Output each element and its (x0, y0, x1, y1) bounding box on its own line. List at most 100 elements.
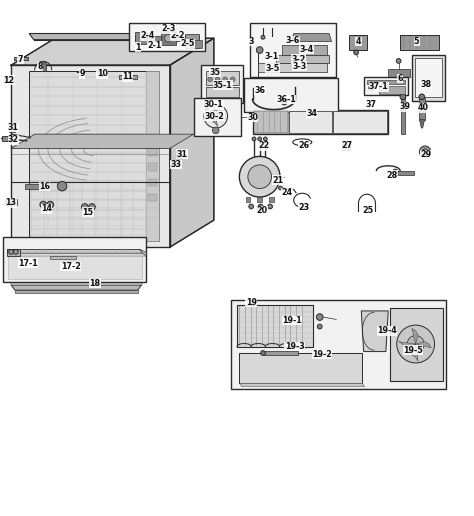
Text: 35-1: 35-1 (213, 80, 233, 89)
FancyBboxPatch shape (8, 256, 142, 279)
Circle shape (264, 137, 267, 141)
Polygon shape (11, 283, 142, 285)
Text: 16: 16 (39, 182, 50, 191)
Text: 17-2: 17-2 (61, 262, 81, 271)
Text: 7: 7 (18, 55, 23, 64)
Polygon shape (412, 328, 418, 344)
Polygon shape (269, 197, 274, 202)
FancyBboxPatch shape (129, 23, 205, 52)
Text: 2-1: 2-1 (147, 41, 162, 50)
Text: 10: 10 (97, 69, 108, 78)
Circle shape (258, 137, 262, 141)
Text: 6: 6 (397, 74, 403, 83)
Circle shape (268, 204, 273, 209)
Polygon shape (419, 98, 425, 120)
Polygon shape (379, 87, 405, 93)
Text: 26: 26 (299, 141, 310, 151)
Text: 29: 29 (420, 151, 432, 159)
FancyBboxPatch shape (237, 305, 313, 347)
Polygon shape (191, 40, 201, 48)
Polygon shape (213, 107, 218, 116)
FancyBboxPatch shape (206, 71, 239, 86)
Text: 36: 36 (254, 86, 265, 95)
Text: 30-1: 30-1 (203, 101, 223, 109)
Circle shape (164, 35, 172, 42)
Circle shape (40, 201, 46, 208)
Text: 14: 14 (41, 204, 52, 213)
Text: 40: 40 (417, 103, 428, 112)
Text: 31: 31 (176, 150, 187, 158)
Circle shape (252, 137, 256, 141)
Text: 19-1: 19-1 (283, 316, 302, 325)
Text: 15: 15 (82, 207, 94, 217)
Circle shape (419, 94, 425, 100)
Polygon shape (15, 290, 138, 293)
FancyBboxPatch shape (201, 65, 243, 103)
Polygon shape (11, 134, 193, 149)
Polygon shape (29, 71, 159, 241)
Circle shape (422, 149, 428, 154)
Polygon shape (292, 34, 331, 42)
Text: 19: 19 (246, 298, 257, 307)
Polygon shape (416, 342, 431, 348)
Circle shape (258, 204, 263, 209)
Circle shape (212, 112, 219, 120)
Circle shape (407, 335, 424, 352)
Polygon shape (276, 55, 329, 63)
Text: 2-5: 2-5 (180, 39, 194, 49)
Polygon shape (258, 63, 327, 72)
Text: 25: 25 (363, 206, 374, 215)
Circle shape (248, 165, 272, 188)
Circle shape (230, 77, 235, 82)
Text: 5: 5 (414, 37, 419, 46)
Polygon shape (8, 253, 146, 256)
Polygon shape (11, 285, 142, 290)
Text: 18: 18 (90, 279, 101, 288)
Circle shape (397, 325, 435, 363)
Polygon shape (246, 197, 250, 202)
Polygon shape (8, 250, 143, 253)
Polygon shape (9, 125, 15, 132)
FancyBboxPatch shape (148, 194, 157, 201)
Circle shape (369, 85, 374, 91)
Text: 2-3: 2-3 (161, 24, 176, 34)
Text: 28: 28 (386, 171, 398, 180)
Text: 24: 24 (281, 188, 292, 197)
Circle shape (208, 77, 212, 82)
Circle shape (212, 127, 219, 134)
Polygon shape (263, 351, 299, 355)
Circle shape (282, 99, 287, 105)
Polygon shape (361, 311, 388, 351)
Text: 3-6: 3-6 (286, 36, 300, 45)
Circle shape (392, 169, 398, 175)
FancyBboxPatch shape (254, 111, 288, 133)
Text: 33: 33 (171, 160, 182, 169)
Text: 30: 30 (247, 113, 258, 122)
Text: 3-5: 3-5 (266, 63, 280, 73)
Circle shape (13, 250, 18, 254)
FancyBboxPatch shape (148, 149, 157, 156)
Polygon shape (367, 80, 405, 84)
Text: 19-2: 19-2 (312, 350, 332, 359)
Text: 12: 12 (4, 76, 15, 85)
Polygon shape (239, 383, 365, 386)
Polygon shape (136, 36, 199, 41)
Text: 3-2: 3-2 (291, 55, 306, 63)
Circle shape (47, 201, 54, 208)
FancyBboxPatch shape (231, 300, 446, 390)
Polygon shape (172, 160, 179, 165)
Polygon shape (7, 249, 19, 255)
Text: 13: 13 (6, 198, 17, 207)
Polygon shape (3, 77, 14, 82)
Text: 37: 37 (365, 100, 376, 109)
Circle shape (279, 186, 283, 190)
Polygon shape (136, 32, 147, 44)
Text: 8: 8 (37, 62, 43, 71)
Circle shape (57, 182, 67, 191)
Polygon shape (419, 120, 425, 128)
Circle shape (249, 204, 254, 209)
Text: 21: 21 (273, 175, 283, 185)
FancyBboxPatch shape (390, 308, 443, 381)
Text: 1: 1 (135, 43, 140, 52)
Text: 19-4: 19-4 (377, 326, 397, 335)
